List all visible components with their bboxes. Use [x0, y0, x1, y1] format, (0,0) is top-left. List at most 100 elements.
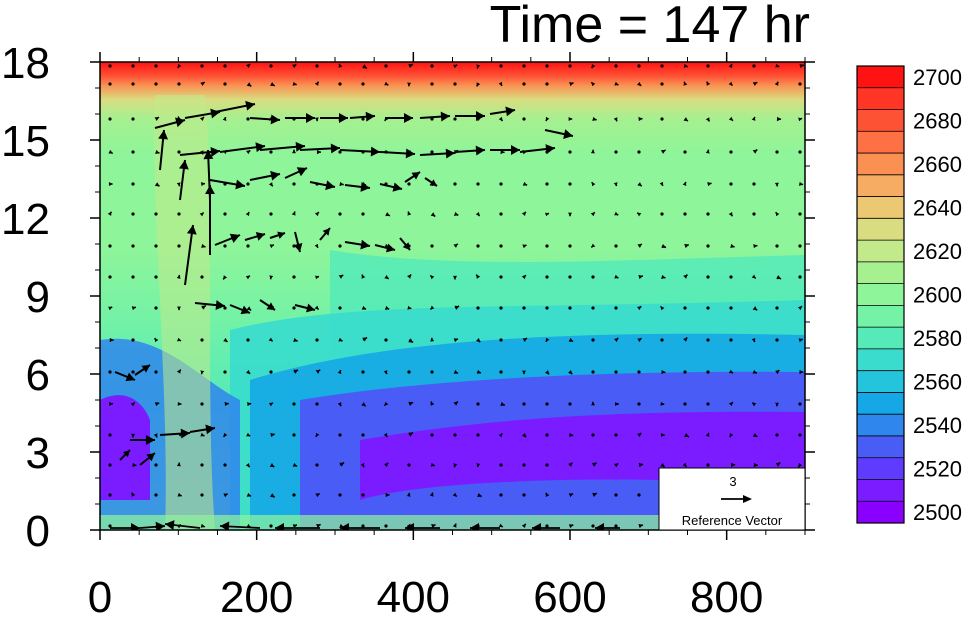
wind-vector: [476, 82, 481, 87]
wind-vector: [706, 212, 710, 216]
wind-vector: [591, 433, 595, 437]
wind-vector: [407, 370, 411, 374]
wind-vector: [200, 338, 204, 342]
wind-vector: [119, 449, 131, 461]
wind-vector: [545, 306, 549, 310]
reference-arrow-head: [743, 495, 752, 503]
wind-vector: [430, 212, 436, 218]
wind-vector: [545, 337, 550, 343]
colorbar-swatch: [857, 305, 904, 328]
wind-vector: [249, 170, 281, 181]
wind-vector: [707, 181, 712, 187]
chart-title: Time = 147 hr: [489, 0, 810, 54]
wind-vector: [176, 274, 181, 279]
wind-vector: [499, 306, 503, 310]
wind-vector: [798, 82, 802, 86]
wind-vector: [259, 299, 276, 311]
wind-vector: [499, 370, 503, 374]
wind-vector: [728, 116, 734, 122]
wind-vector: [752, 81, 758, 87]
wind-vector: [430, 337, 435, 342]
wind-vector: [470, 523, 500, 530]
wind-vector: [521, 211, 527, 216]
wind-vector: [131, 212, 135, 216]
colorbar-swatch: [857, 283, 904, 306]
wind-vector: [683, 212, 687, 216]
wind-vector: [476, 244, 480, 248]
wind-vector: [131, 433, 136, 438]
x-tick-label: 600: [533, 573, 606, 618]
wind-vector: [683, 306, 687, 310]
wind-vector: [194, 300, 226, 311]
wind-vector: [109, 337, 114, 343]
wind-vector: [499, 212, 503, 216]
wind-vector: [201, 304, 207, 310]
wind-vector: [154, 244, 158, 248]
wind-vector: [638, 274, 644, 280]
wind-vector: [660, 338, 664, 342]
colorbar-swatch: [857, 109, 904, 132]
wind-vector: [522, 117, 526, 121]
wind-vector: [752, 64, 756, 68]
wind-vector: [344, 239, 371, 250]
wind-vector: [130, 435, 155, 445]
wind-vector: [544, 129, 574, 139]
wind-vector: [384, 524, 388, 528]
wind-vector: [200, 493, 204, 497]
colorbar-label: 2680: [913, 108, 962, 133]
wind-vector: [454, 305, 460, 310]
colorbar-label: 2540: [913, 413, 962, 438]
wind-vector: [223, 463, 227, 467]
wind-vector: [424, 177, 438, 187]
wind-vector: [706, 275, 710, 279]
y-tick-label: 18: [1, 39, 50, 88]
x-tick-label: 400: [377, 573, 450, 618]
wind-vector: [108, 182, 113, 187]
wind-vector: [637, 493, 641, 497]
wind-vector: [545, 492, 550, 497]
wind-vector: [706, 463, 710, 467]
wind-vector: [431, 523, 436, 529]
wind-vector: [269, 524, 273, 528]
wind-vector: [315, 432, 320, 438]
wind-vector: [246, 492, 252, 497]
colorbar-label: 2500: [913, 500, 962, 525]
wind-vector: [751, 338, 756, 343]
wind-vector: [430, 64, 434, 68]
wind-vector: [476, 64, 481, 69]
wind-vector: [269, 212, 273, 216]
wind-vector: [407, 305, 412, 310]
wind-vector: [591, 181, 596, 187]
wind-vector: [753, 243, 758, 249]
wind-vector: [244, 232, 266, 241]
wind-vector: [159, 428, 191, 439]
wind-vector: [430, 82, 434, 86]
wind-vector: [154, 463, 158, 467]
colorbar-frame: [856, 65, 905, 524]
wind-vector: [498, 116, 504, 122]
wind-vector: [797, 463, 803, 468]
wind-vector: [798, 275, 802, 279]
wind-vector: [153, 337, 159, 343]
wind-vector: [591, 462, 597, 467]
wind-vector: [775, 306, 779, 310]
wind-vector: [637, 182, 643, 187]
colorbar-swatch: [857, 196, 904, 219]
wind-vector: [270, 82, 276, 87]
wind-vector: [108, 82, 112, 86]
wind-vector: [728, 81, 733, 87]
wind-vector: [430, 401, 435, 406]
wind-vector: [568, 212, 572, 217]
wind-vector: [660, 117, 664, 121]
wind-vector: [545, 275, 549, 279]
wind-vector: [498, 432, 503, 438]
wind-vector: [315, 463, 319, 467]
wind-vector: [154, 117, 186, 129]
wind-vector: [430, 370, 434, 374]
wind-vector: [489, 106, 516, 117]
wind-vector: [199, 116, 205, 122]
wind-vector: [798, 402, 802, 406]
wind-vector: [268, 182, 274, 187]
wind-vector: [245, 211, 250, 217]
wind-vector: [223, 244, 227, 248]
